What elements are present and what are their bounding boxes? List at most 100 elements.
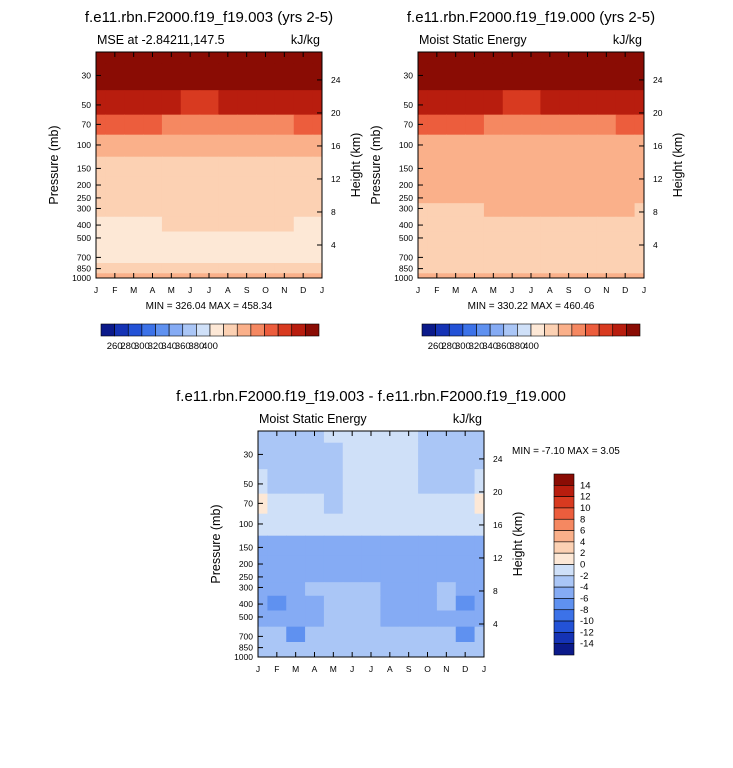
y2-tick-label: 20 (331, 108, 341, 118)
y2-tick-label: 8 (653, 207, 658, 217)
colorbar-tick-label: 280 (441, 341, 457, 352)
heatmap-cell (634, 176, 644, 193)
heatmap-cell (521, 156, 542, 178)
heatmap-cell (293, 63, 314, 91)
y-tick-label: 500 (399, 233, 413, 243)
heatmap-cell (258, 582, 269, 597)
heatmap-cell (361, 642, 382, 653)
heatmap-cell (267, 513, 287, 537)
chart-title: f.e11.rbn.F2000.f19_f19.003 - f.e11.rbn.… (176, 388, 566, 405)
x-tick-label: O (424, 664, 431, 674)
heatmap-cell (143, 52, 163, 65)
heatmap-cells (418, 52, 644, 278)
heatmap-cell (267, 595, 287, 612)
heatmap-cell (323, 610, 344, 628)
heatmap-cell (483, 176, 504, 193)
heatmap-cell (124, 247, 144, 264)
heatmap-cell (446, 114, 466, 136)
heatmap-cell (436, 469, 457, 495)
heatmap-cell (218, 176, 238, 193)
heatmap-cell (161, 134, 182, 158)
colorbar-swatch (553, 575, 575, 588)
heatmap-cell (521, 176, 542, 193)
heatmap-cell (274, 191, 295, 204)
heatmap-cell (256, 203, 276, 218)
heatmap-cell (258, 610, 269, 628)
y-tick-label: 700 (77, 252, 91, 262)
heatmap-cell (161, 156, 182, 178)
heatmap-cell (559, 203, 579, 218)
y-tick-label: 200 (399, 180, 413, 190)
heatmap-cell (455, 570, 476, 583)
heatmap-cell (305, 469, 325, 495)
x-tick-label: N (603, 285, 609, 295)
y-tick-label: 30 (404, 70, 414, 80)
heatmap-cell (286, 431, 306, 444)
heatmap-cell (237, 191, 257, 204)
colorbar-swatch (182, 323, 197, 337)
heatmap-cell (105, 52, 125, 65)
heatmap-cell (312, 273, 322, 278)
heatmap-cell (105, 114, 125, 136)
y2-tick-label: 4 (331, 240, 336, 250)
heatmap-cell (323, 642, 344, 653)
heatmap-cell (218, 216, 238, 233)
heatmap-cell (305, 570, 325, 583)
heatmap-cell (615, 134, 636, 158)
heatmap-cell (578, 134, 598, 158)
heatmap-cell (312, 231, 322, 249)
heatmap-cell (380, 610, 400, 628)
heatmap-cell (474, 555, 484, 572)
y-tick-label: 300 (77, 203, 91, 213)
heatmap-cell (105, 231, 125, 249)
heatmap-cell (418, 134, 429, 158)
heatmap-cell (293, 156, 314, 178)
heatmap-cell (465, 203, 485, 218)
heatmap-cell (305, 535, 325, 557)
heatmap-cell (342, 431, 363, 444)
heatmap-cell (96, 52, 107, 65)
heatmap-cell (418, 493, 438, 515)
heatmap-cell (361, 535, 382, 557)
heatmap-cell (446, 247, 466, 264)
heatmap-cell (361, 442, 382, 470)
y2-tick-label: 16 (653, 141, 663, 151)
heatmap-cell (540, 216, 560, 233)
heatmap-cell (399, 535, 419, 557)
y-tick-label: 100 (399, 140, 413, 150)
colorbar-swatch (155, 323, 170, 337)
heatmap-cell (559, 114, 579, 136)
heatmap-cell (124, 231, 144, 249)
y2-tick-label: 4 (653, 240, 658, 250)
x-tick-label: M (292, 664, 299, 674)
heatmap-cell (361, 610, 382, 628)
heatmap-cell (399, 442, 419, 470)
heatmap-cell (361, 570, 382, 583)
colorbar-swatch (553, 643, 575, 656)
heatmap-cell (143, 203, 163, 218)
y-tick-label: 150 (77, 163, 91, 173)
heatmap-cell (455, 431, 476, 444)
heatmap-cell (559, 191, 579, 204)
y2-tick-label: 20 (493, 487, 503, 497)
heatmap-cell (342, 513, 363, 537)
heatmap-cell (267, 431, 287, 444)
colorbar-tick-label: 380 (188, 341, 204, 352)
heatmap-cell (474, 442, 484, 470)
heatmap-cell (399, 469, 419, 495)
heatmap-cell (615, 247, 636, 264)
heatmap-cell (465, 63, 485, 91)
y-tick-label: 850 (77, 264, 91, 274)
heatmap-cell (305, 513, 325, 537)
y-tick-label: 700 (239, 631, 253, 641)
heatmap-cell (596, 63, 617, 91)
y2-tick-label: 12 (493, 553, 503, 563)
x-tick-label: J (320, 285, 324, 295)
heatmap-cell (161, 247, 182, 264)
heatmap-cell (521, 63, 542, 91)
y2-tick-label: 24 (331, 75, 341, 85)
heatmap-cell (96, 114, 107, 136)
x-tick-label: F (112, 285, 117, 295)
colorbar-swatch (236, 323, 252, 337)
heatmap-cell (596, 156, 617, 178)
